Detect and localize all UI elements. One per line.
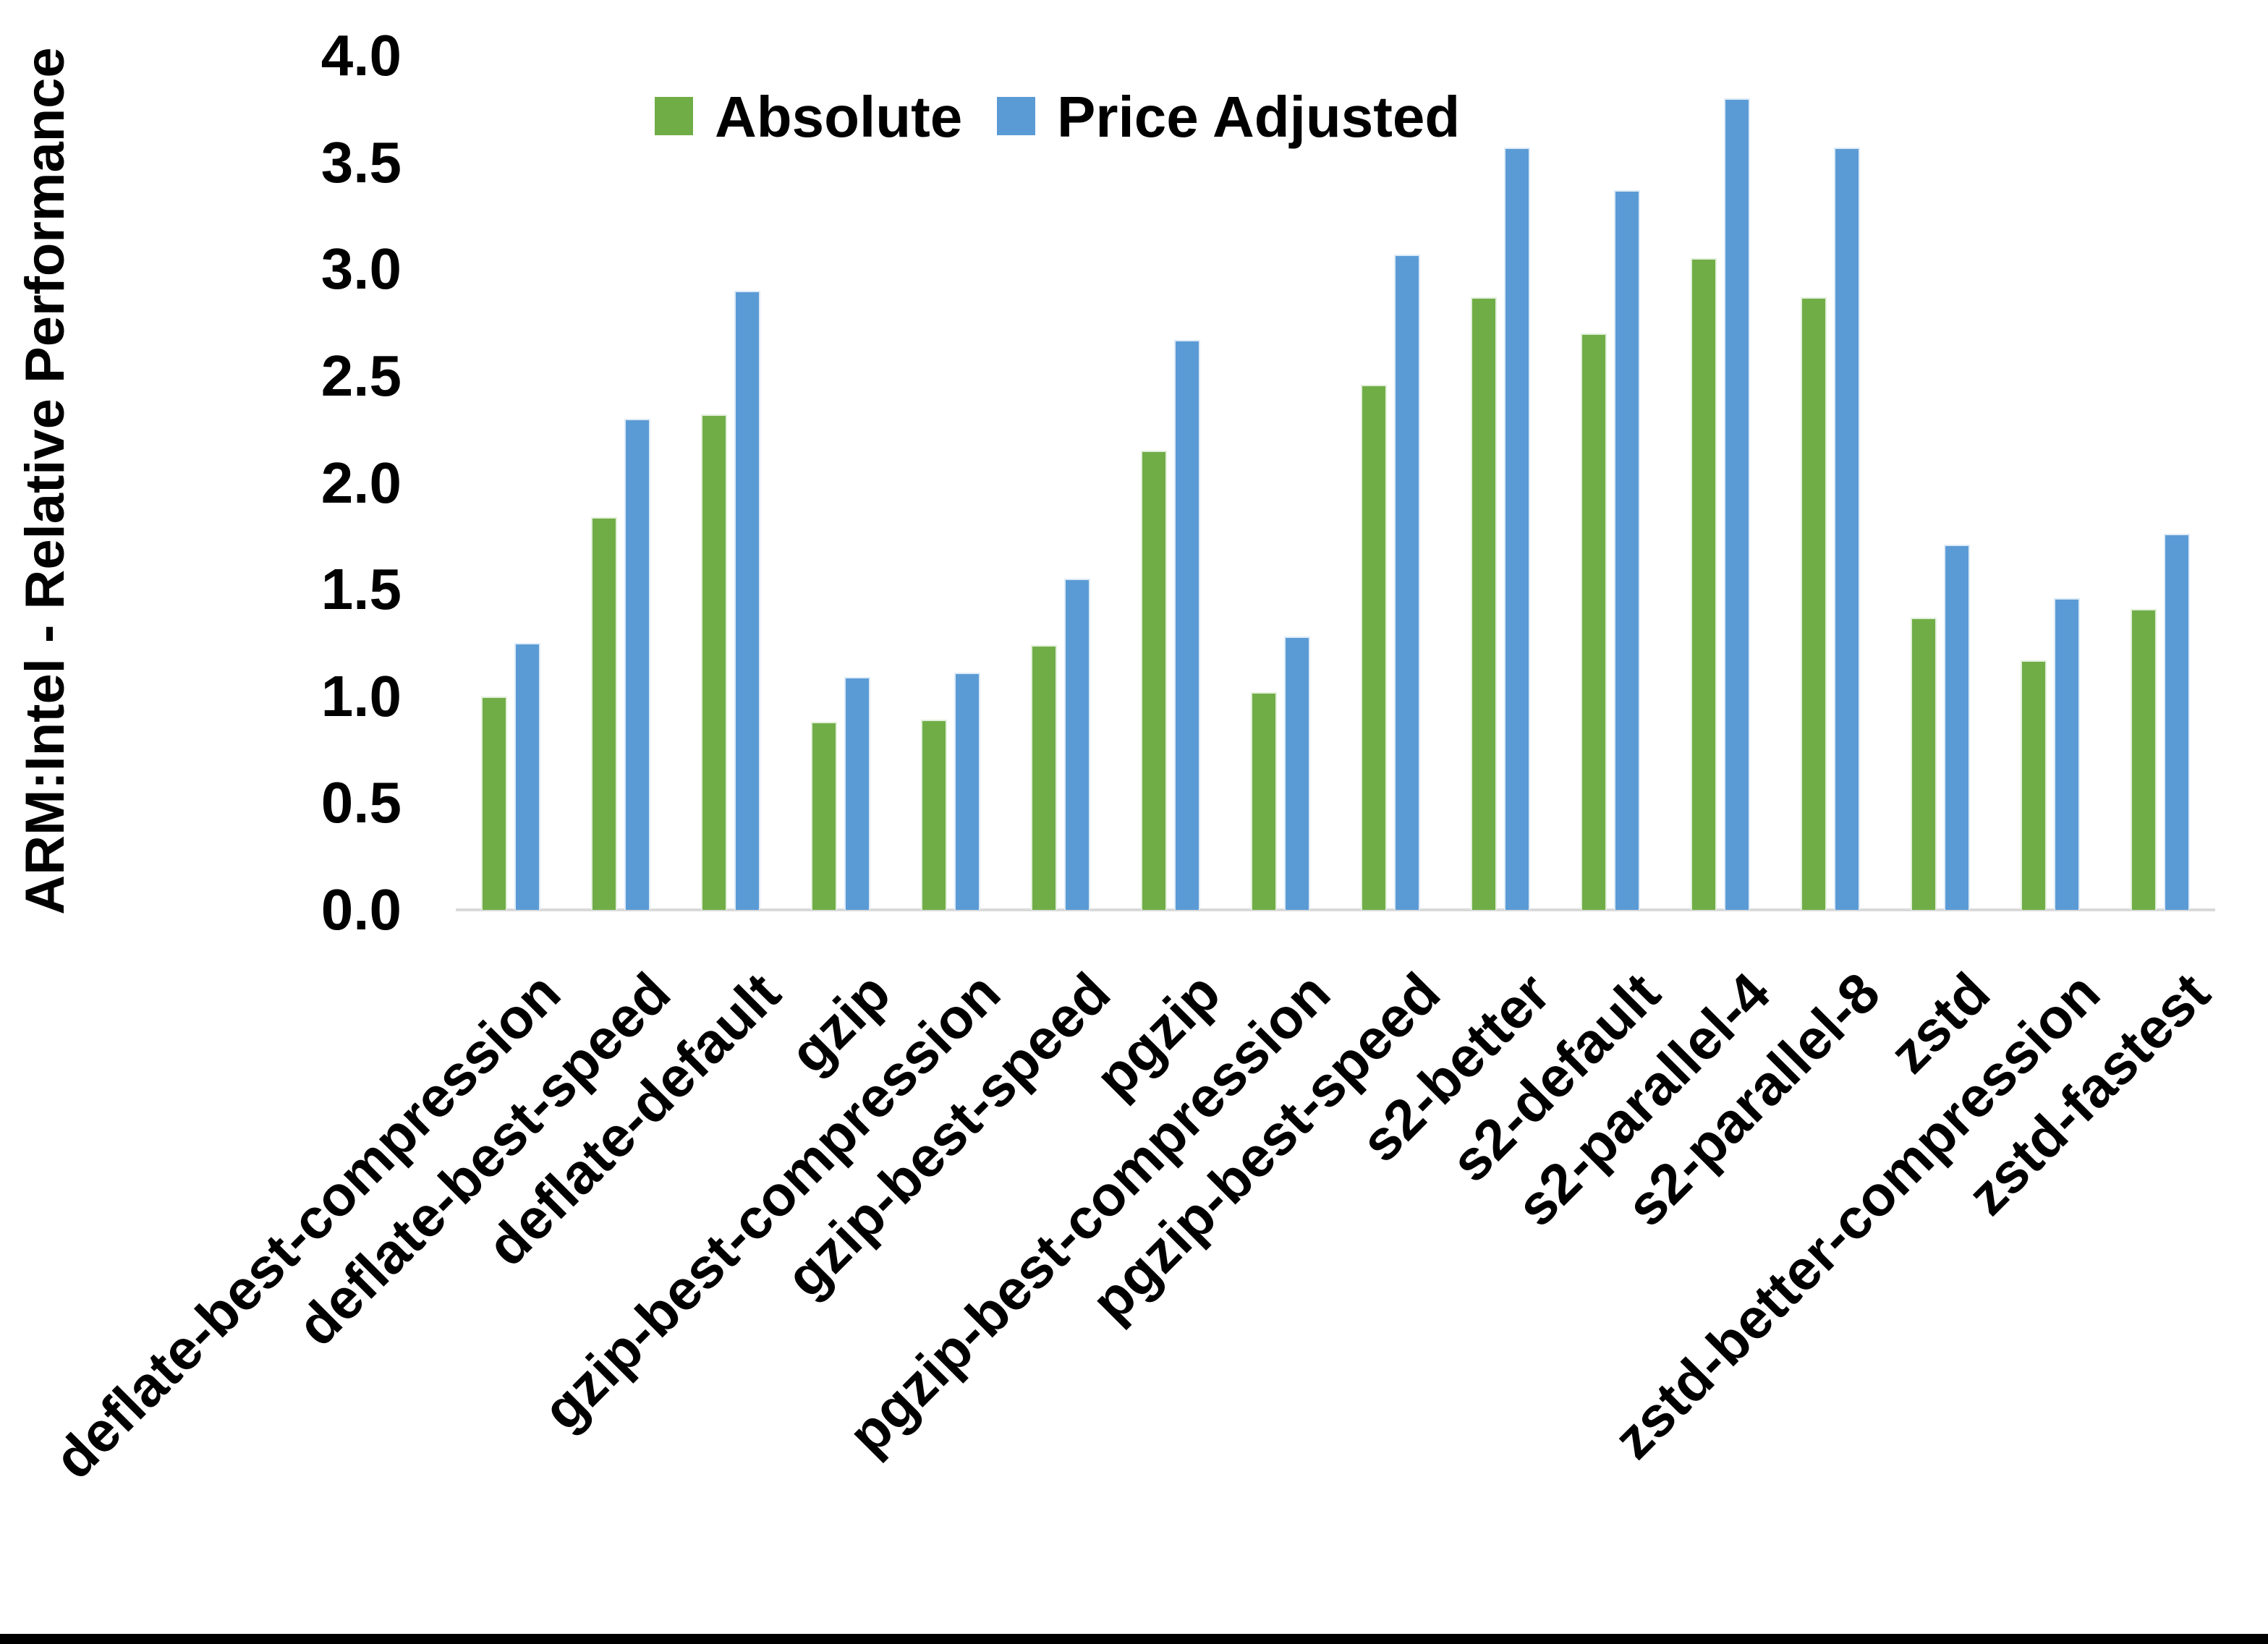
bar-price-adjusted-pgzip — [1174, 339, 1200, 910]
bottom-border — [0, 1634, 2268, 1644]
x-axis-line — [456, 908, 2215, 911]
bar-absolute-pgzip-best-speed — [1361, 384, 1387, 910]
legend-label-absolute: Absolute — [715, 85, 963, 149]
bar-price-adjusted-zstd-better-compression — [2054, 597, 2080, 910]
bar-absolute-deflate-best-speed — [591, 516, 617, 910]
bar-absolute-zstd-better-compression — [2021, 660, 2047, 910]
bar-price-adjusted-deflate-default — [734, 290, 760, 910]
y-tick-label: 2.5 — [320, 343, 402, 408]
bar-price-adjusted-deflate-best-compression — [514, 642, 540, 910]
bar-absolute-s2-parallel-8 — [1801, 297, 1827, 910]
legend-swatch-absolute — [655, 97, 693, 135]
bar-absolute-pgzip-best-compression — [1251, 691, 1277, 910]
bar-absolute-s2-default — [1581, 333, 1607, 910]
bar-price-adjusted-deflate-best-speed — [624, 418, 650, 910]
y-tick-label: 3.5 — [320, 129, 402, 195]
bar-price-adjusted-gzip — [844, 677, 870, 910]
bar-absolute-zstd — [1911, 617, 1937, 910]
bar-absolute-deflate-default — [701, 414, 727, 910]
bar-absolute-pgzip — [1141, 451, 1167, 910]
bar-price-adjusted-s2-parallel-4 — [1724, 98, 1750, 910]
bar-price-adjusted-pgzip-best-speed — [1394, 254, 1420, 910]
bar-price-adjusted-gzip-best-speed — [1064, 579, 1090, 910]
legend-label-price-adjusted: Price Adjusted — [1057, 85, 1461, 149]
y-tick-label: 0.5 — [320, 770, 402, 835]
bar-absolute-zstd-fastest — [2131, 608, 2157, 910]
y-tick-label: 2.0 — [320, 450, 402, 515]
y-tick-label: 0.0 — [320, 877, 402, 942]
bar-price-adjusted-gzip-best-compression — [954, 673, 980, 910]
bar-absolute-s2-better — [1471, 297, 1497, 910]
y-tick-label: 1.5 — [320, 557, 402, 622]
bar-price-adjusted-pgzip-best-compression — [1284, 636, 1310, 910]
y-tick-label: 1.0 — [320, 663, 402, 728]
bar-absolute-gzip-best-compression — [921, 720, 947, 910]
bar-price-adjusted-s2-default — [1614, 190, 1640, 910]
bar-price-adjusted-zstd-fastest — [2164, 534, 2190, 910]
bar-price-adjusted-zstd — [1944, 545, 1970, 910]
y-tick-label: 3.0 — [320, 237, 402, 302]
bar-price-adjusted-s2-better — [1504, 147, 1530, 910]
bar-absolute-gzip — [811, 722, 837, 910]
legend: Absolute Price Adjusted — [0, 80, 2268, 152]
bar-price-adjusted-s2-parallel-8 — [1834, 147, 1860, 910]
legend-swatch-price-adjusted — [997, 97, 1035, 135]
bar-absolute-s2-parallel-4 — [1691, 258, 1717, 910]
bar-absolute-gzip-best-speed — [1031, 644, 1057, 910]
bar-absolute-deflate-best-compression — [481, 696, 507, 910]
y-tick-label: 4.0 — [320, 23, 402, 88]
